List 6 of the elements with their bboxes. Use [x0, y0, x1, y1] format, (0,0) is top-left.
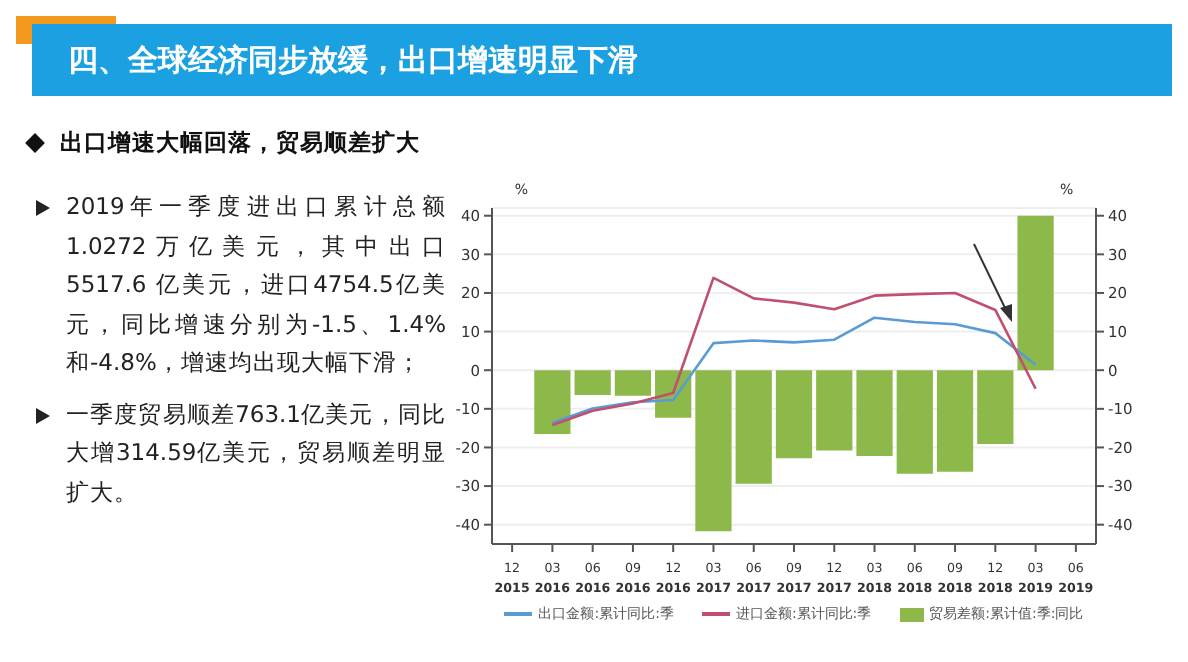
text: 出口增速大幅回落，贸易顺差扩大: [58, 128, 420, 158]
line-series: [551, 276, 1037, 427]
text: 一季度贸易顺差763.1亿美元，同比大增314.59亿美元，贸易顺差明显扩大。: [66, 397, 446, 509]
text: 2019年一季度进出口累计总额1.0272万亿美元，其中出口 5517.6 亿美元，进口4754.5亿美元，同比增速分别为-1.5、1.4%和-4.8%，增速均出现大幅下滑；: [66, 190, 446, 380]
chart-title: 四、全球经济同步放缓，出口增速明显下滑: [32, 24, 1172, 96]
line-series: [551, 316, 1037, 425]
